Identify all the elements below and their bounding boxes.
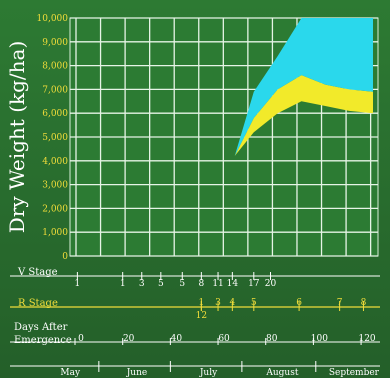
y-tick-label: 0 <box>62 252 68 262</box>
y-tick-label: 4,000 <box>42 157 68 167</box>
y-tick-label: 9,000 <box>42 38 68 48</box>
days-tick-label: 0 <box>78 334 84 344</box>
month-label: May <box>60 368 81 378</box>
y-tick-label: 3,000 <box>42 181 68 191</box>
y-axis-ticks: 0 1,000 2,000 3,000 4,000 5,000 6,000 7,000 8,00… <box>37 14 69 262</box>
v-stage-label: V Stage <box>17 267 58 278</box>
month-label: September <box>329 368 380 378</box>
month-label: August <box>265 368 298 378</box>
days-tick-label: 80 <box>266 334 278 344</box>
days-tick-label: 100 <box>311 334 328 344</box>
v-stage-tick-label: 5 <box>179 279 185 289</box>
v-stage-tick-label: 14 <box>227 279 239 289</box>
y-axis-label: Dry Weight (kg/ha) <box>5 41 29 234</box>
r-stage-tick-label: 5 <box>251 298 257 308</box>
v-stage-tick-label: 1 <box>75 279 81 289</box>
r-stage-label: R Stage <box>18 298 58 309</box>
v-stage-tick-label: 20 <box>265 279 277 289</box>
v-stage-tick-label: 5 <box>158 279 164 289</box>
v-stage-tick-label: 17 <box>248 279 260 289</box>
y-tick-label: 8,000 <box>42 62 68 72</box>
r-stage-tick-label: 8 <box>361 298 367 308</box>
data-areas <box>234 18 373 157</box>
v-stage-tick-label: 11 <box>212 279 223 289</box>
days-label-line1: Days After <box>14 322 68 333</box>
days-tick-label: 60 <box>218 334 230 344</box>
v-stage-tick-label: 8 <box>198 279 204 289</box>
v-stage-tick-label: 3 <box>139 279 145 289</box>
series-area-1 <box>234 18 373 157</box>
r-stage-tick-label: 4 <box>229 298 235 308</box>
days-tick-label: 20 <box>123 334 135 344</box>
days-tick-label: 40 <box>171 334 183 344</box>
r-stage-tick-label: 7 <box>337 298 343 308</box>
r-stage-tick-label: 6 <box>296 298 302 308</box>
y-tick-label: 10,000 <box>37 14 69 24</box>
y-tick-label: 2,000 <box>42 204 68 214</box>
days-label-line2: Emergence <box>14 335 72 346</box>
y-tick-label: 7,000 <box>42 85 68 95</box>
days-tick-label: 120 <box>358 334 375 344</box>
y-tick-label: 6,000 <box>42 109 68 119</box>
y-tick-label: 5,000 <box>42 133 68 143</box>
r-stage-tick-label: 12 <box>196 311 207 321</box>
series-area-0 <box>234 75 373 157</box>
month-label: July <box>199 368 218 378</box>
grid <box>70 17 378 257</box>
month-label: June <box>126 368 148 378</box>
y-tick-label: 1,000 <box>42 228 68 238</box>
r-stage-tick-label: 3 <box>215 298 221 308</box>
v-stage-tick-label: 1 <box>120 279 126 289</box>
